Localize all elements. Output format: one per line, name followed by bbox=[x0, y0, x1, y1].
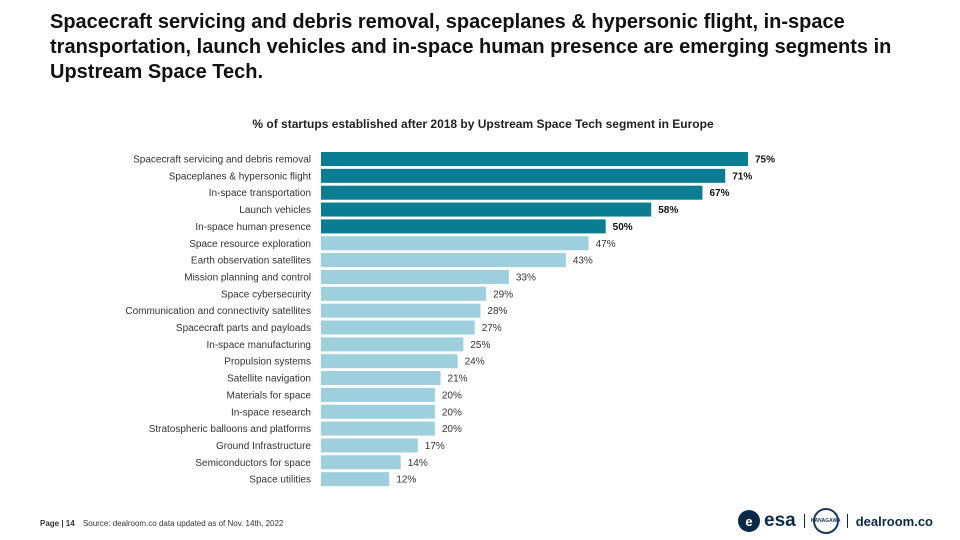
category-label: Communication and connectivity satellite… bbox=[125, 306, 311, 317]
logo-separator bbox=[803, 514, 805, 528]
bar bbox=[321, 455, 401, 470]
bar bbox=[321, 371, 441, 386]
bar bbox=[321, 303, 481, 318]
emblem-logo-icon: KANAGAWA bbox=[810, 508, 841, 534]
esa-wordmark: esa bbox=[764, 510, 796, 531]
logo-separator bbox=[846, 514, 848, 528]
category-label: Space cybersecurity bbox=[221, 289, 311, 300]
value-label: 75% bbox=[755, 155, 775, 166]
category-label: In-space human presence bbox=[195, 222, 311, 233]
bar bbox=[321, 472, 390, 487]
category-label: Space resource exploration bbox=[189, 239, 311, 250]
value-label: 12% bbox=[396, 475, 416, 486]
headline: Spacecraft servicing and debris removal,… bbox=[50, 11, 892, 83]
value-label: 20% bbox=[442, 424, 462, 435]
logo-strip: e esa KANAGAWA dealroom.co bbox=[738, 506, 933, 536]
esa-logo: e esa bbox=[738, 510, 796, 532]
bar bbox=[321, 320, 475, 335]
value-label: 20% bbox=[442, 390, 462, 401]
value-label: 58% bbox=[658, 205, 678, 216]
value-label: 67% bbox=[709, 188, 729, 199]
bar bbox=[321, 404, 435, 419]
category-label: In-space transportation bbox=[209, 188, 311, 199]
bar bbox=[321, 253, 566, 268]
footer: Page | 14 Source: dealroom.co data updat… bbox=[40, 519, 283, 528]
value-label: 24% bbox=[465, 357, 485, 368]
dealroom-logo: dealroom.co bbox=[855, 513, 933, 529]
category-label: In-space research bbox=[231, 407, 311, 418]
category-label: Mission planning and control bbox=[184, 272, 311, 283]
bar bbox=[321, 286, 487, 301]
category-label: Propulsion systems bbox=[224, 357, 311, 368]
bar bbox=[321, 185, 703, 200]
value-label: 71% bbox=[732, 171, 752, 182]
bar bbox=[321, 421, 435, 436]
category-label: Satellite navigation bbox=[227, 374, 311, 385]
category-label: Stratospheric balloons and platforms bbox=[149, 424, 311, 435]
category-label: Ground Infrastructure bbox=[216, 441, 311, 452]
value-label: 43% bbox=[573, 256, 593, 267]
value-label: 21% bbox=[448, 374, 468, 385]
value-label: 27% bbox=[482, 323, 502, 334]
value-label: 29% bbox=[493, 289, 513, 300]
bar bbox=[321, 337, 464, 352]
category-label: Spacecraft parts and payloads bbox=[176, 323, 311, 334]
value-label: 14% bbox=[408, 458, 428, 469]
value-label: 33% bbox=[516, 272, 536, 283]
category-label: In-space manufacturing bbox=[206, 340, 311, 351]
bar bbox=[321, 168, 726, 183]
bar bbox=[321, 438, 418, 453]
source-note: Source: dealroom.co data updated as of N… bbox=[82, 519, 284, 528]
bar bbox=[321, 219, 606, 234]
bar bbox=[321, 354, 458, 369]
value-label: 17% bbox=[425, 441, 445, 452]
category-label: Launch vehicles bbox=[239, 205, 311, 216]
chart-title: % of startups established after 2018 by … bbox=[252, 117, 714, 131]
category-label: Spacecraft servicing and debris removal bbox=[133, 155, 311, 166]
bar bbox=[321, 202, 652, 217]
page-number: Page | 14 bbox=[40, 519, 75, 528]
bar bbox=[321, 269, 509, 284]
value-label: 28% bbox=[487, 306, 507, 317]
bar bbox=[321, 387, 435, 402]
category-label: Spaceplanes & hypersonic flight bbox=[169, 171, 312, 182]
value-label: 50% bbox=[613, 222, 633, 233]
category-label: Materials for space bbox=[227, 390, 312, 401]
value-label: 20% bbox=[442, 407, 462, 418]
bar bbox=[321, 236, 589, 251]
category-label: Semiconductors for space bbox=[195, 458, 311, 469]
esa-mark-icon: e bbox=[738, 510, 760, 532]
category-label: Earth observation satellites bbox=[191, 256, 311, 267]
value-label: 25% bbox=[470, 340, 490, 351]
emblem-text: KANAGAWA bbox=[810, 518, 841, 524]
category-label: Space utilities bbox=[249, 475, 311, 486]
value-label: 47% bbox=[596, 239, 616, 250]
bar bbox=[321, 152, 748, 166]
